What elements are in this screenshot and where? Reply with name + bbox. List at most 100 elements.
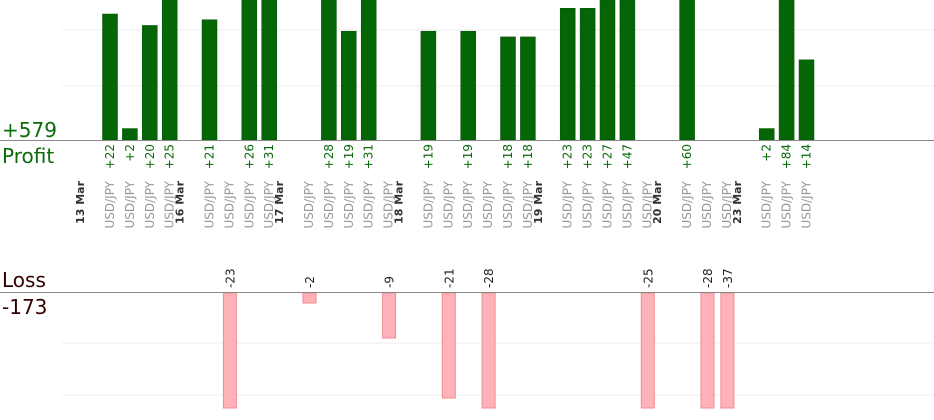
loss-bar xyxy=(222,292,237,409)
profit-value-label: +26 xyxy=(242,144,256,169)
date-label: 16 Mar xyxy=(174,180,187,224)
loss-bar xyxy=(441,292,456,399)
loss-value-label: -25 xyxy=(641,268,655,288)
profit-value-label: +19 xyxy=(461,144,475,169)
loss-value-label: -23 xyxy=(223,268,237,288)
profit-value-label: +60 xyxy=(680,144,694,169)
profit-value-label: +21 xyxy=(203,144,217,169)
profit-bar xyxy=(798,59,815,141)
profit-value-label: +19 xyxy=(421,144,435,169)
trade-pair-label: USD/JPY xyxy=(222,180,236,228)
profit-bar xyxy=(341,30,357,141)
profit-value-label: +23 xyxy=(581,144,595,169)
trade-pair-label: USD/JPY xyxy=(680,180,694,228)
trade-pair-label: USD/JPY xyxy=(262,180,276,228)
axes-layer xyxy=(0,140,934,293)
trade-pair-label: USD/JPY xyxy=(123,180,137,228)
date-label: 18 Mar xyxy=(392,180,405,224)
trade-pair-label: USD/JPY xyxy=(461,180,475,228)
trade-pair-label: USD/JPY xyxy=(700,180,714,228)
date-label: 23 Mar xyxy=(731,180,744,224)
loss-value-label: -2 xyxy=(303,276,317,288)
loss-bar xyxy=(720,292,735,409)
trade-pair-label: USD/JPY xyxy=(103,180,117,228)
profit-value-label: +47 xyxy=(620,144,634,169)
profit-bar xyxy=(102,13,118,141)
trade-pair-label: USD/JPY xyxy=(382,180,396,228)
trade-pair-label: USD/JPY xyxy=(441,180,455,228)
trade-pair-label: USD/JPY xyxy=(481,180,495,228)
loss-value-label: -28 xyxy=(701,268,715,288)
profit-value-label: +22 xyxy=(103,144,117,169)
profit-value-label: +14 xyxy=(800,144,814,169)
profit-value-label: +27 xyxy=(601,144,615,169)
date-label: 19 Mar xyxy=(532,180,545,224)
profit-value-label: +23 xyxy=(561,144,575,169)
profit-bar xyxy=(142,25,158,141)
profit-value-label: +20 xyxy=(143,144,157,169)
loss-bar xyxy=(481,292,496,409)
profit-bar xyxy=(559,8,576,141)
trade-pair-label: USD/JPY xyxy=(242,180,256,228)
loss-value-label: -9 xyxy=(383,276,397,288)
trade-pair-label: USD/JPY xyxy=(800,180,814,228)
trade-pair-label: USD/JPY xyxy=(163,180,177,228)
trade-pair-label: USD/JPY xyxy=(780,180,794,228)
profit-bar xyxy=(241,0,258,141)
profit-bar xyxy=(579,8,596,141)
profit-bar xyxy=(758,128,775,141)
profit-bar xyxy=(360,0,377,141)
profit-bar xyxy=(161,0,178,141)
trade-pair-label: USD/JPY xyxy=(640,180,654,228)
trade-pair-label: USD/JPY xyxy=(302,180,316,228)
profit-value-label: +84 xyxy=(780,144,794,169)
trade-pair-label: USD/JPY xyxy=(421,180,435,228)
trade-pair-label: USD/JPY xyxy=(581,180,595,228)
profit-bars xyxy=(102,0,815,141)
date-label: 13 Mar xyxy=(74,180,87,224)
profit-bar xyxy=(599,0,616,141)
profit-bar xyxy=(679,0,695,141)
loss-bars xyxy=(222,292,735,409)
loss-value-label: -21 xyxy=(442,268,456,288)
trade-pair-label: USD/JPY xyxy=(521,180,535,228)
trade-pair-label: USD/JPY xyxy=(620,180,634,228)
trade-pair-label: USD/JPY xyxy=(760,180,774,228)
trade-pair-label: USD/JPY xyxy=(322,180,336,228)
profit-bar xyxy=(420,30,437,141)
profit-bar xyxy=(520,36,536,141)
trade-pair-label: USD/JPY xyxy=(342,180,356,228)
profit-bar xyxy=(460,30,476,141)
profit-value-label: +2 xyxy=(123,144,137,162)
date-label: 17 Mar xyxy=(273,180,286,224)
profit-bar xyxy=(778,0,795,141)
trade-pair-label: USD/JPY xyxy=(362,180,376,228)
profit-value-label: +18 xyxy=(521,144,535,169)
profit-bar xyxy=(201,19,218,141)
profit-value-label: +2 xyxy=(760,144,774,162)
loss-bar xyxy=(382,292,397,339)
trade-pair-label: USD/JPY xyxy=(601,180,615,228)
profit-value-label: +25 xyxy=(163,144,177,169)
loss-total: -173 xyxy=(2,295,48,319)
date-label: 20 Mar xyxy=(651,180,664,224)
profit-bar xyxy=(261,0,277,141)
loss-value-label: -37 xyxy=(721,268,735,288)
profit-value-label: +31 xyxy=(262,144,276,169)
loss-bar xyxy=(700,292,715,409)
profit-total: +579 xyxy=(2,118,57,142)
labels-layer: 13 Mar USD/JPY +22 USD/JPY +2 USD/JPY +20 USD/J… xyxy=(74,144,813,288)
loss-bar xyxy=(302,292,317,304)
trade-pair-label: USD/JPY xyxy=(203,180,217,228)
profit-value-label: +18 xyxy=(501,144,515,169)
loss-bar xyxy=(640,292,655,409)
trade-pair-label: USD/JPY xyxy=(143,180,157,228)
profit-bar xyxy=(122,128,138,141)
profit-bar xyxy=(500,36,516,141)
profit-bar xyxy=(321,0,337,141)
profit-value-label: +28 xyxy=(322,144,336,169)
trade-pair-label: USD/JPY xyxy=(720,180,734,228)
profit-value-label: +19 xyxy=(342,144,356,169)
trade-pair-label: USD/JPY xyxy=(501,180,515,228)
